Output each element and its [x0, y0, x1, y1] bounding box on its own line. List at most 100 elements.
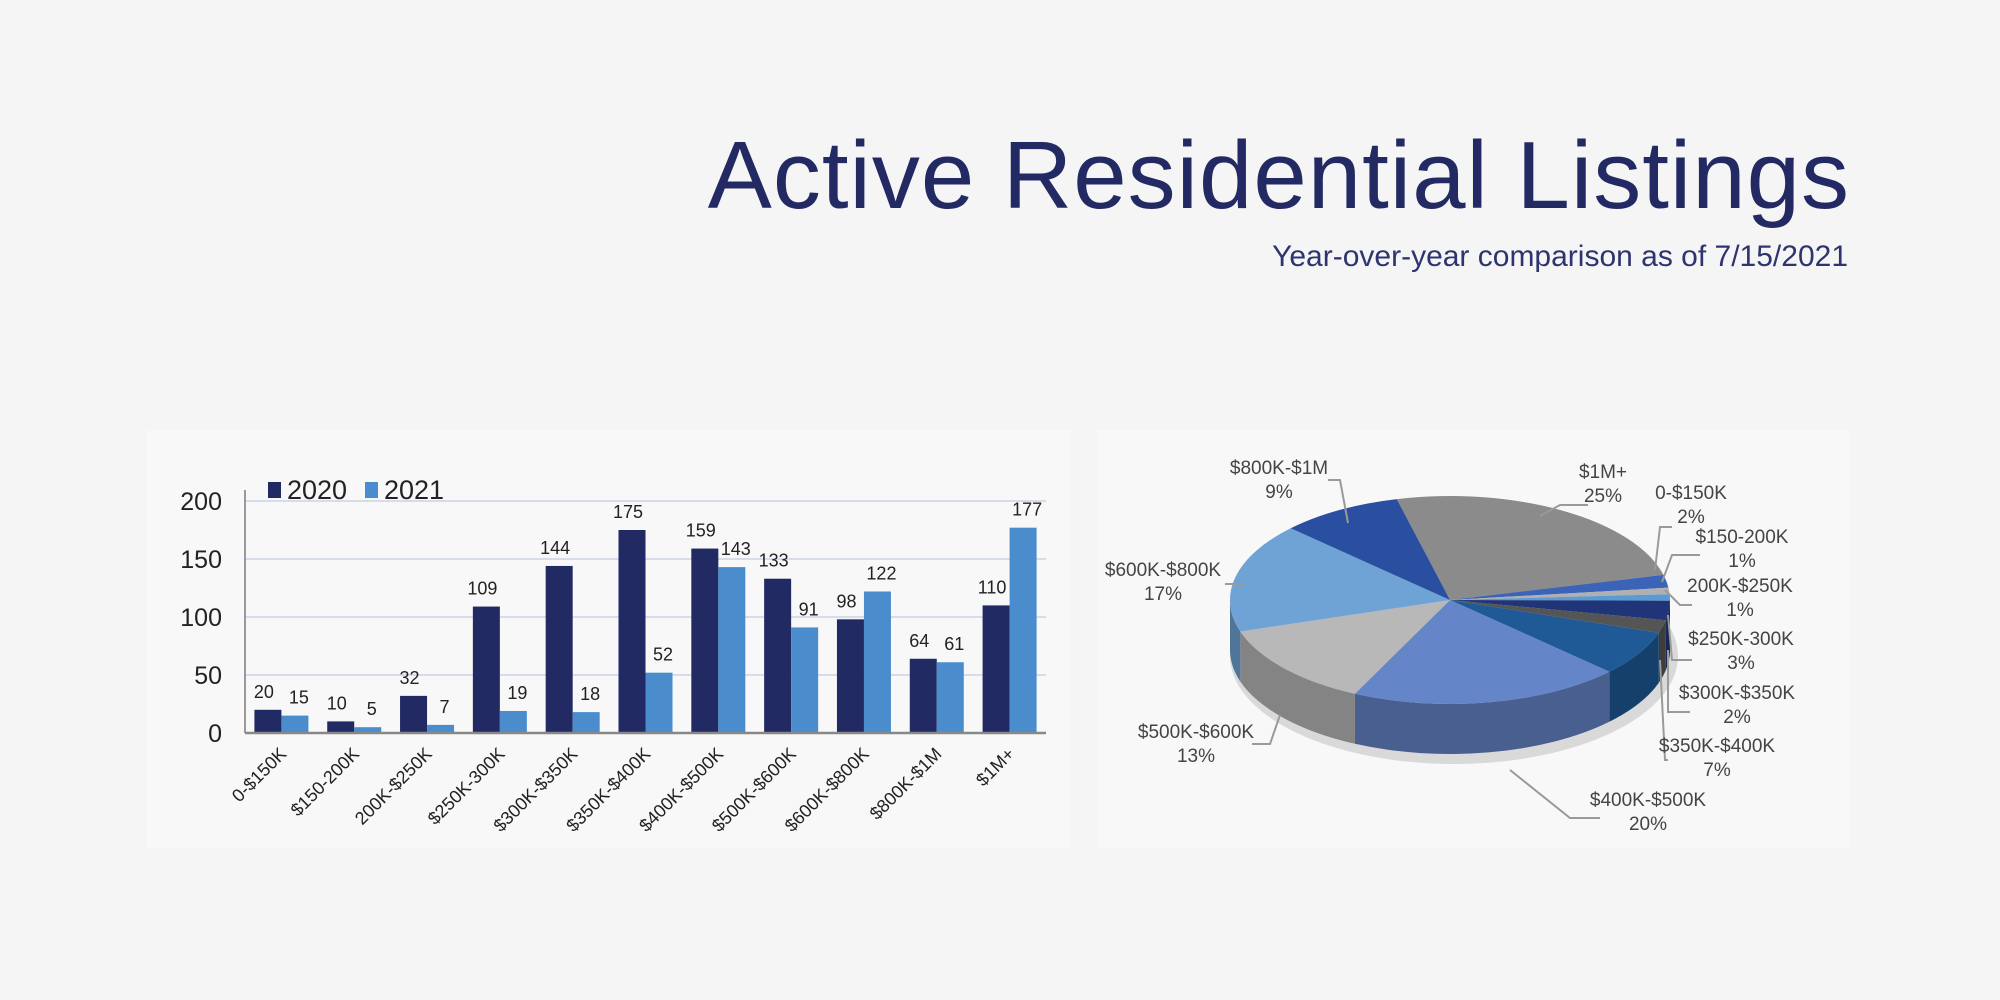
pie-slice-8: [1240, 600, 1450, 694]
pie-slice-3: [1450, 594, 1670, 601]
pie-label: $500K-$600K: [1138, 722, 1255, 743]
data-label: 133: [759, 551, 789, 571]
x-tick-label: $800K-$1M: [866, 744, 946, 824]
data-label: 110: [978, 577, 1007, 597]
pie-pct: 1%: [1728, 551, 1756, 572]
y-tick-label: 0: [208, 720, 222, 748]
bar-2021: [718, 567, 746, 733]
pie-pct: 9%: [1265, 482, 1293, 503]
data-label: 20: [254, 682, 274, 702]
leader-line: [1661, 554, 1700, 583]
page-title: Active Residential Listings: [707, 122, 1850, 229]
page-subtitle: Year-over-year comparison as of 7/15/202…: [1272, 240, 1848, 273]
bar-chart-panel: [147, 430, 1071, 848]
data-label: 109: [467, 579, 497, 599]
bar-2021: [645, 672, 673, 733]
pie-slice-4: [1450, 600, 1670, 621]
legend-label: 2020: [287, 475, 347, 505]
y-tick-label: 50: [194, 662, 222, 690]
data-label: 18: [580, 684, 600, 704]
x-tick-label: 0-$150K: [228, 744, 290, 806]
pie-pct: 1%: [1726, 600, 1754, 621]
x-tick-label: 200K-$250K: [351, 744, 436, 829]
x-tick-label: $150-200K: [287, 744, 363, 820]
pie-label: $350K-$400K: [1659, 736, 1776, 757]
pie-slice-0: [1396, 495, 1664, 600]
pie-slice-10: [1290, 499, 1450, 600]
bar-2020: [618, 530, 646, 733]
leader-line: [1252, 714, 1281, 745]
bar-2020: [691, 548, 719, 733]
data-label: 64: [909, 631, 929, 651]
bar-2020: [836, 619, 864, 733]
pie-label: $150-200K: [1696, 527, 1789, 548]
bar-2020: [764, 578, 792, 733]
data-label: 7: [440, 697, 450, 717]
data-label: 10: [327, 693, 347, 713]
data-label: 61: [944, 634, 964, 654]
pie-slice-9: [1230, 528, 1450, 632]
pie-label: $400K-$500K: [1590, 790, 1707, 811]
pie-label: $250K-300K: [1688, 629, 1794, 650]
leader-line: [1539, 504, 1588, 517]
data-label: 144: [540, 538, 570, 558]
bar-2021: [936, 662, 964, 733]
bar-2021: [572, 712, 600, 733]
legend-swatch-2021: [365, 482, 378, 498]
leader-line: [1654, 526, 1672, 571]
bar-2020: [400, 695, 428, 733]
leader-line: [1664, 589, 1692, 606]
bar-2020: [472, 606, 500, 733]
data-label: 177: [1012, 500, 1042, 520]
data-label: 5: [367, 699, 377, 719]
data-label: 98: [836, 591, 856, 611]
data-label: 19: [507, 683, 527, 703]
pie-label: $800K-$1M: [1230, 458, 1328, 479]
data-label: 159: [686, 521, 716, 541]
pie-pct: 7%: [1703, 760, 1731, 781]
pie-label: $600K-$800K: [1105, 560, 1222, 581]
pie-label: $1M+: [1579, 462, 1627, 483]
x-tick-label: $1M+: [972, 744, 1018, 790]
bar-2020: [545, 565, 573, 733]
pie-slice-7: [1354, 600, 1610, 704]
leader-line: [1667, 614, 1692, 661]
bar-2021: [863, 591, 891, 733]
pie-pct: 2%: [1677, 507, 1705, 528]
bar-2020: [327, 721, 355, 733]
bar-2020: [982, 605, 1010, 733]
bar-2021: [499, 710, 527, 733]
leader-line: [1509, 769, 1600, 819]
data-label: 15: [289, 688, 309, 708]
pie-pct: 17%: [1144, 584, 1182, 605]
data-label: 91: [799, 599, 819, 619]
data-label: 32: [400, 668, 420, 688]
pie-side-9: [1230, 600, 1241, 682]
pie-label: 0-$150K: [1655, 483, 1727, 504]
pie-side-8: [1240, 631, 1355, 744]
leader-line: [1659, 659, 1668, 761]
data-label: 175: [613, 502, 643, 522]
pie-pct: 13%: [1177, 746, 1215, 767]
bar-2020: [909, 658, 937, 733]
pie-pct: 3%: [1727, 653, 1755, 674]
pie-pct: 25%: [1584, 486, 1622, 507]
legend-swatch-2020: [268, 482, 281, 498]
pie-slice-5: [1450, 600, 1666, 633]
data-label: 122: [866, 563, 896, 583]
pie-label: $300K-$350K: [1679, 683, 1796, 704]
bar-2021: [354, 727, 382, 733]
data-label: 143: [721, 539, 751, 559]
bar-2021: [281, 715, 309, 733]
bar-2021: [1009, 527, 1037, 733]
pie-pct: 20%: [1629, 814, 1667, 835]
y-tick-label: 150: [180, 546, 222, 574]
pie-pct: 2%: [1723, 707, 1751, 728]
leader-line: [1667, 650, 1690, 713]
bar-2021: [427, 724, 455, 733]
bar-2020: [254, 709, 282, 733]
bar-2021: [791, 627, 819, 733]
pie-slice-2: [1450, 587, 1670, 600]
y-tick-label: 200: [180, 488, 222, 516]
